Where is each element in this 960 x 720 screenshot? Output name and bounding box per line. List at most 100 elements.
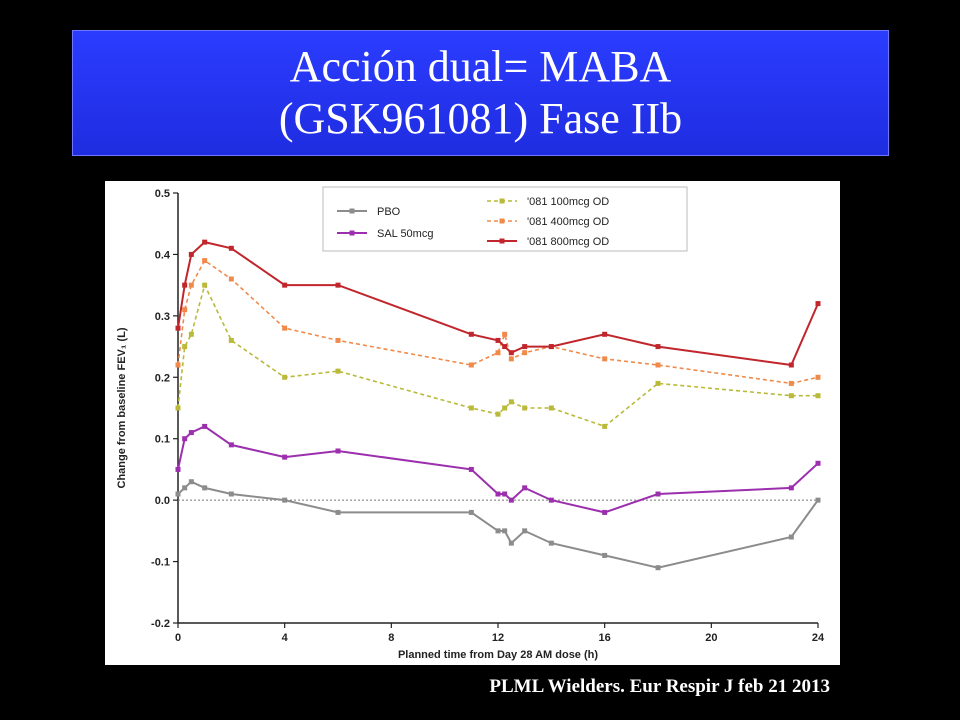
data-point — [655, 362, 661, 368]
legend-swatch-marker — [349, 230, 355, 236]
data-point — [502, 405, 508, 411]
data-point — [468, 466, 474, 472]
data-point — [335, 368, 341, 374]
data-point — [282, 374, 288, 380]
data-point — [602, 356, 608, 362]
data-point — [188, 479, 194, 485]
series-line — [177, 259, 819, 385]
data-point — [182, 307, 188, 313]
y-tick-label: -0.2 — [151, 618, 170, 630]
series-4 — [175, 239, 821, 368]
data-point — [175, 491, 181, 497]
x-tick-label: 8 — [388, 632, 394, 644]
data-point — [202, 282, 208, 288]
data-point — [495, 337, 501, 343]
legend-entry: '081 400mcg OD — [487, 216, 609, 228]
legend-label: '081 400mcg OD — [527, 216, 609, 228]
data-point — [522, 350, 528, 356]
data-point — [815, 301, 821, 307]
data-point — [522, 405, 528, 411]
series-3 — [175, 258, 821, 386]
legend-entry: PBO — [337, 206, 401, 218]
data-point — [188, 251, 194, 257]
data-point — [468, 509, 474, 515]
y-tick-label: 0.2 — [155, 372, 170, 384]
data-point — [335, 282, 341, 288]
data-point — [228, 337, 234, 343]
x-tick-label: 4 — [282, 632, 289, 644]
data-point — [508, 497, 514, 503]
data-point — [788, 362, 794, 368]
data-point — [175, 362, 181, 368]
legend-label: SAL 50mcg — [377, 228, 433, 240]
data-point — [508, 350, 514, 356]
data-point — [202, 485, 208, 491]
series-line — [177, 241, 819, 367]
data-point — [655, 380, 661, 386]
data-point — [815, 460, 821, 466]
data-point — [508, 356, 514, 362]
data-point — [182, 282, 188, 288]
data-point — [602, 423, 608, 429]
data-point — [502, 491, 508, 497]
data-point — [495, 350, 501, 356]
data-point — [228, 276, 234, 282]
series-0 — [175, 479, 821, 571]
x-tick-label: 12 — [492, 632, 504, 644]
data-point — [175, 325, 181, 331]
data-point — [182, 344, 188, 350]
data-point — [788, 380, 794, 386]
data-point — [202, 258, 208, 264]
series-2 — [175, 282, 821, 429]
data-point — [495, 411, 501, 417]
data-point — [548, 497, 554, 503]
y-tick-label: 0.5 — [155, 188, 170, 200]
data-point — [522, 528, 528, 534]
data-point — [602, 552, 608, 558]
data-point — [468, 405, 474, 411]
legend-entry: SAL 50mcg — [337, 228, 433, 240]
legend-label: PBO — [377, 206, 401, 218]
data-point — [188, 430, 194, 436]
legend: PBO SAL 50mcg '081 100mcg OD '081 400mcg OD… — [322, 186, 688, 252]
data-point — [228, 442, 234, 448]
x-tick-label: 24 — [812, 632, 825, 644]
data-point — [335, 448, 341, 454]
legend-swatch-marker — [499, 238, 505, 244]
data-point — [788, 393, 794, 399]
data-point — [228, 491, 234, 497]
data-point — [548, 405, 554, 411]
data-point — [188, 331, 194, 337]
legend-entry: '081 800mcg OD — [487, 236, 609, 248]
data-point — [495, 528, 501, 534]
y-tick-label: -0.1 — [151, 557, 170, 569]
data-point — [788, 534, 794, 540]
slide-title-line2: (GSK961081) Fase IIb — [278, 94, 683, 143]
data-point — [508, 399, 514, 405]
data-point — [655, 565, 661, 571]
series-1 — [175, 423, 821, 515]
data-point — [502, 331, 508, 337]
data-point — [495, 491, 501, 497]
legend-entry: '081 100mcg OD — [487, 196, 609, 208]
data-point — [815, 374, 821, 380]
x-tick-label: 0 — [175, 632, 181, 644]
data-point — [502, 344, 508, 350]
slide-title-line1: Acción dual= MABA — [289, 42, 672, 91]
legend-swatch-marker — [499, 218, 505, 224]
data-point — [175, 405, 181, 411]
slide-title: Acción dual= MABA (GSK961081) Fase IIb — [72, 30, 889, 156]
data-point — [788, 485, 794, 491]
citation: PLML Wielders. Eur Respir J feb 21 2013 — [489, 676, 830, 697]
chart-panel: -0.2 -0.1 0.0 0.1 0.2 0.3 0.4 0.5 0 4 8 12 16 20 24 Pla… — [105, 181, 840, 665]
data-point — [202, 239, 208, 245]
data-point — [815, 497, 821, 503]
data-point — [182, 485, 188, 491]
data-point — [655, 344, 661, 350]
x-axis-title: Planned time from Day 28 AM dose (h) — [398, 649, 598, 661]
data-point — [522, 485, 528, 491]
data-point — [282, 325, 288, 331]
data-point — [228, 245, 234, 251]
data-point — [522, 344, 528, 350]
data-point — [468, 331, 474, 337]
